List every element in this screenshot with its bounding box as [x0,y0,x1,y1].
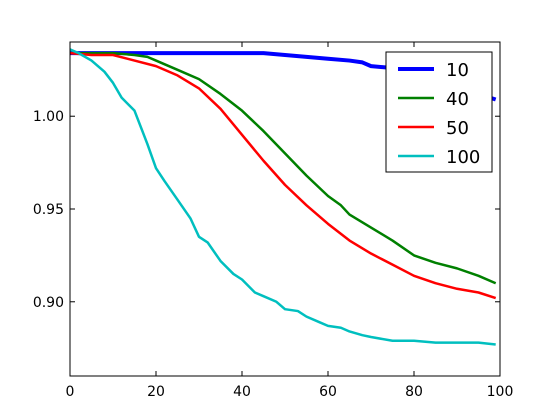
series-line-40 [70,51,497,285]
legend-label-10: 10 [446,60,469,81]
x-tick-label: 0 [66,384,75,400]
series-line-100 [69,48,496,346]
x-tick-label: 20 [147,384,165,400]
x-tick-label: 80 [405,384,423,400]
axes: 0 20 40 60 80 100 0.90 0.95 1.00 [33,41,514,400]
x-tick-label: 40 [233,384,251,400]
legend-label-50: 50 [446,118,469,139]
series-line-50 [69,51,497,300]
y-tick-label: 0.95 [33,202,64,218]
y-tick-label: 0.90 [33,295,64,311]
legend-label-100: 100 [446,147,480,168]
x-tick-label: 60 [319,384,337,400]
legend-label-40: 40 [446,89,469,110]
legend-box [385,51,493,173]
x-tick-label: 100 [487,384,514,400]
y-tick-label: 1.00 [33,109,64,125]
legend: 10 40 50 100 [385,51,493,173]
